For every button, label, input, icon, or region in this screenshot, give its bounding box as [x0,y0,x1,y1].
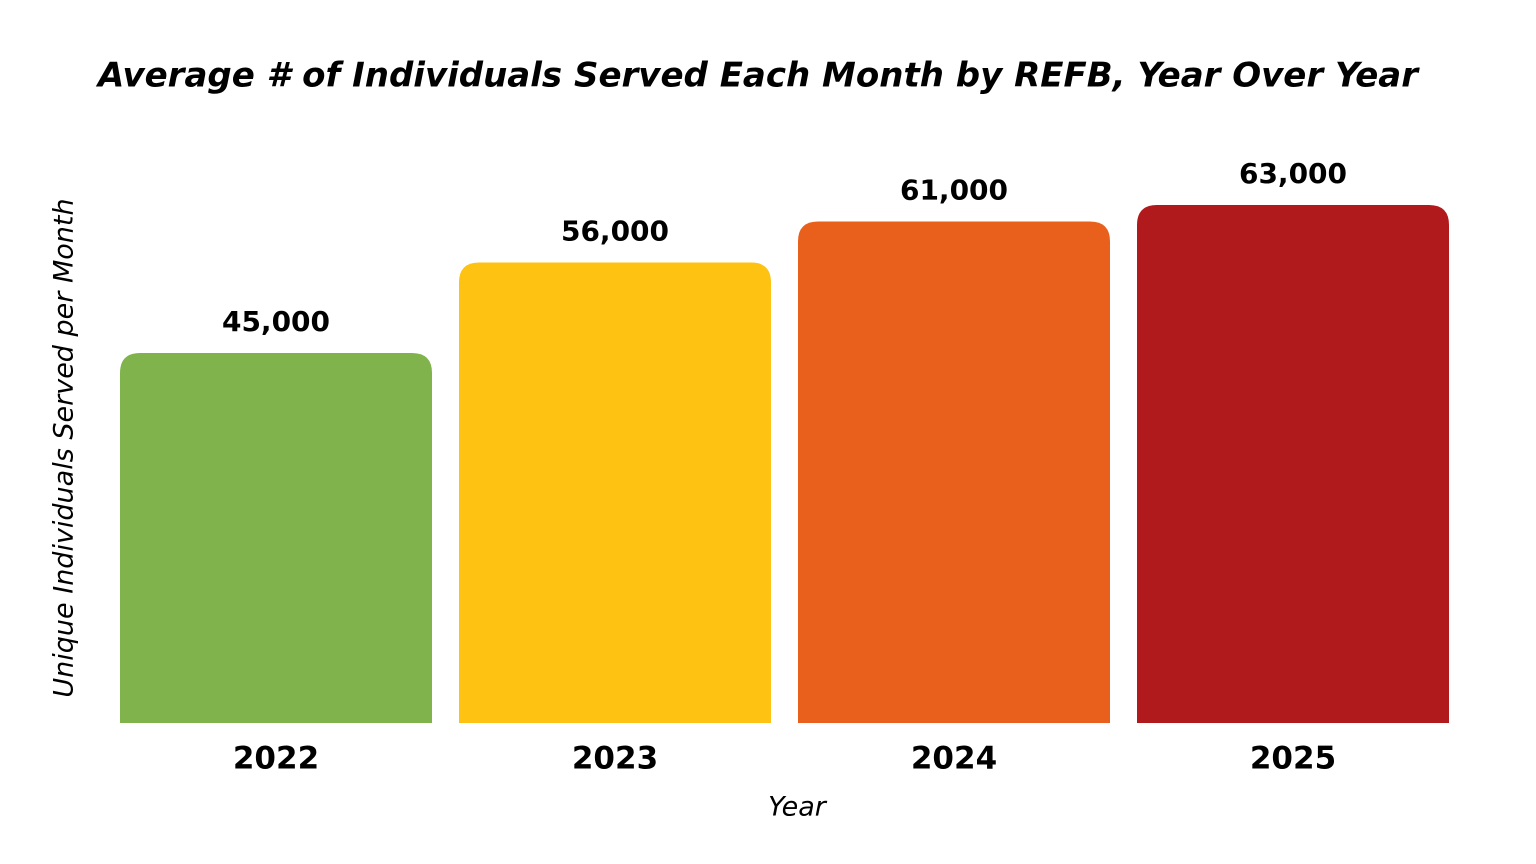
x-axis-label: Year [768,792,828,823]
y-axis-label: Unique Individuals Served per Month [49,198,80,697]
bar [1137,205,1449,723]
x-tick-label: 2025 [1250,741,1336,777]
chart-title: Average # of Individuals Served Each Mon… [95,56,1420,96]
bar [120,353,432,723]
value-label: 56,000 [561,215,669,248]
bar [459,262,771,723]
x-tick-label: 2022 [233,741,319,777]
value-label: 61,000 [900,173,1008,206]
x-tick-label: 2024 [911,741,997,777]
value-label: 63,000 [1239,157,1347,190]
bar [798,221,1110,723]
value-label: 45,000 [222,305,330,338]
x-tick-label: 2023 [572,741,658,777]
